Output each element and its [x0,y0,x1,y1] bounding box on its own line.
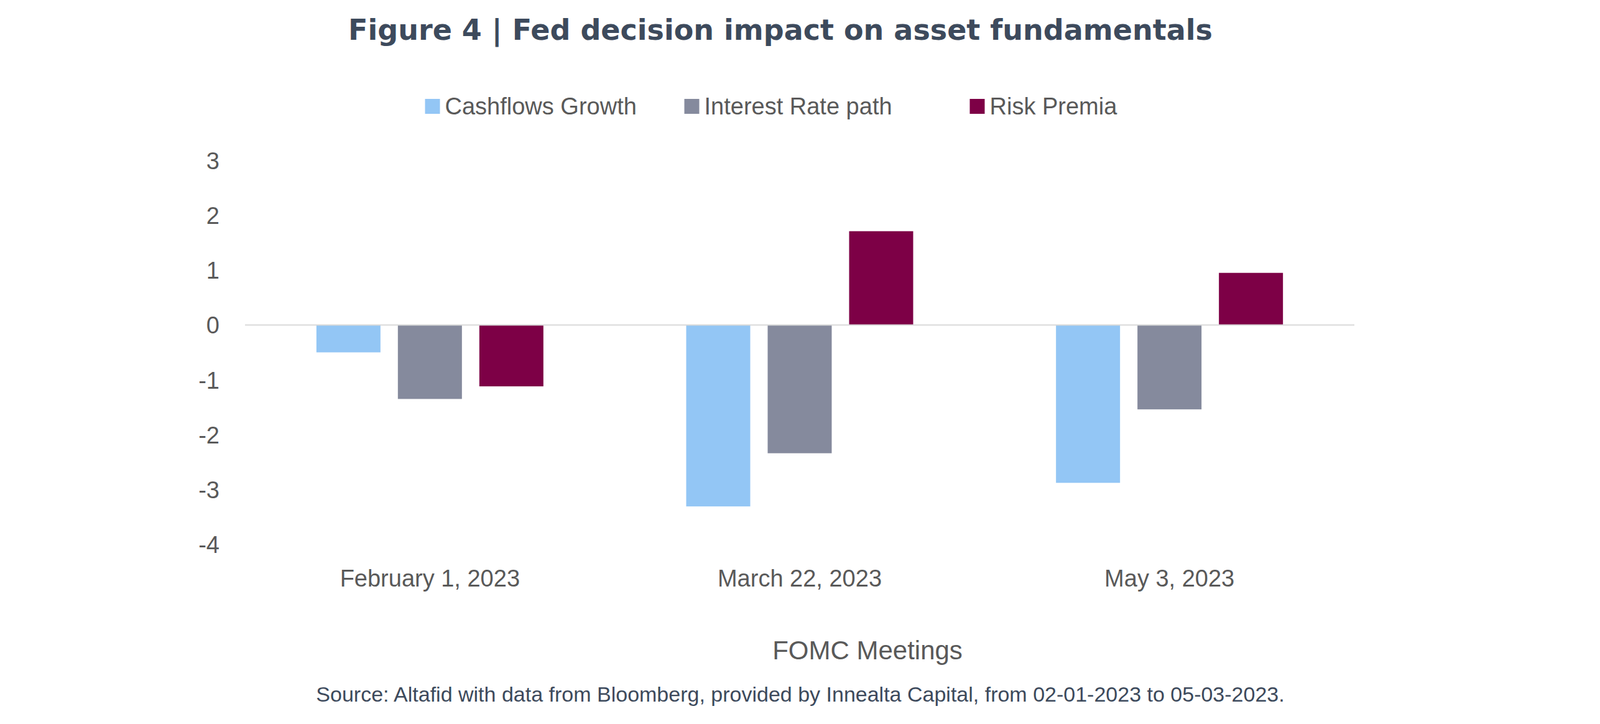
title: Figure 4 | Fed decision impact on asset … [348,13,1213,48]
legend-swatch [970,98,985,114]
bar [1055,324,1120,483]
bar [1137,324,1202,410]
baseline [245,323,1355,326]
x-tick-label: March 22, 2023 [717,565,882,592]
bar [767,324,833,453]
y-tick-label: 3 [206,147,220,175]
legend: Cashflows Growth Interest Rate path Risk P… [425,93,1119,120]
legend-swatch [684,98,700,114]
legend-label: Interest Rate path [704,93,893,120]
x-tick-label: February 1, 2023 [340,565,520,592]
y-tick-label: -3 [198,476,220,504]
y-tick-label: 2 [206,202,220,229]
chart: Figure 4 | Fed decision impact on asset … [0,0,1600,724]
y-tick-label: -4 [198,531,220,558]
bar [316,324,381,352]
y-tick-label: 0 [206,312,220,339]
bar [686,324,751,507]
source-note: Source: Altafid with data from Bloomberg… [315,682,1285,706]
bar [849,231,914,326]
legend-swatch [425,98,441,114]
bar [1218,272,1283,326]
x-axis-label: FOMC Meetings [772,635,963,665]
y-tick-label: -2 [198,422,220,449]
bars [316,231,1283,507]
x-tick-label: May 3, 2023 [1104,565,1235,592]
legend-label: Cashflows Growth [445,93,637,120]
y-tick-label: 1 [206,257,220,284]
y-tick-label: -1 [198,367,220,394]
legend-label: Risk Premia [989,93,1119,120]
bar [397,324,463,399]
bar [479,324,544,387]
